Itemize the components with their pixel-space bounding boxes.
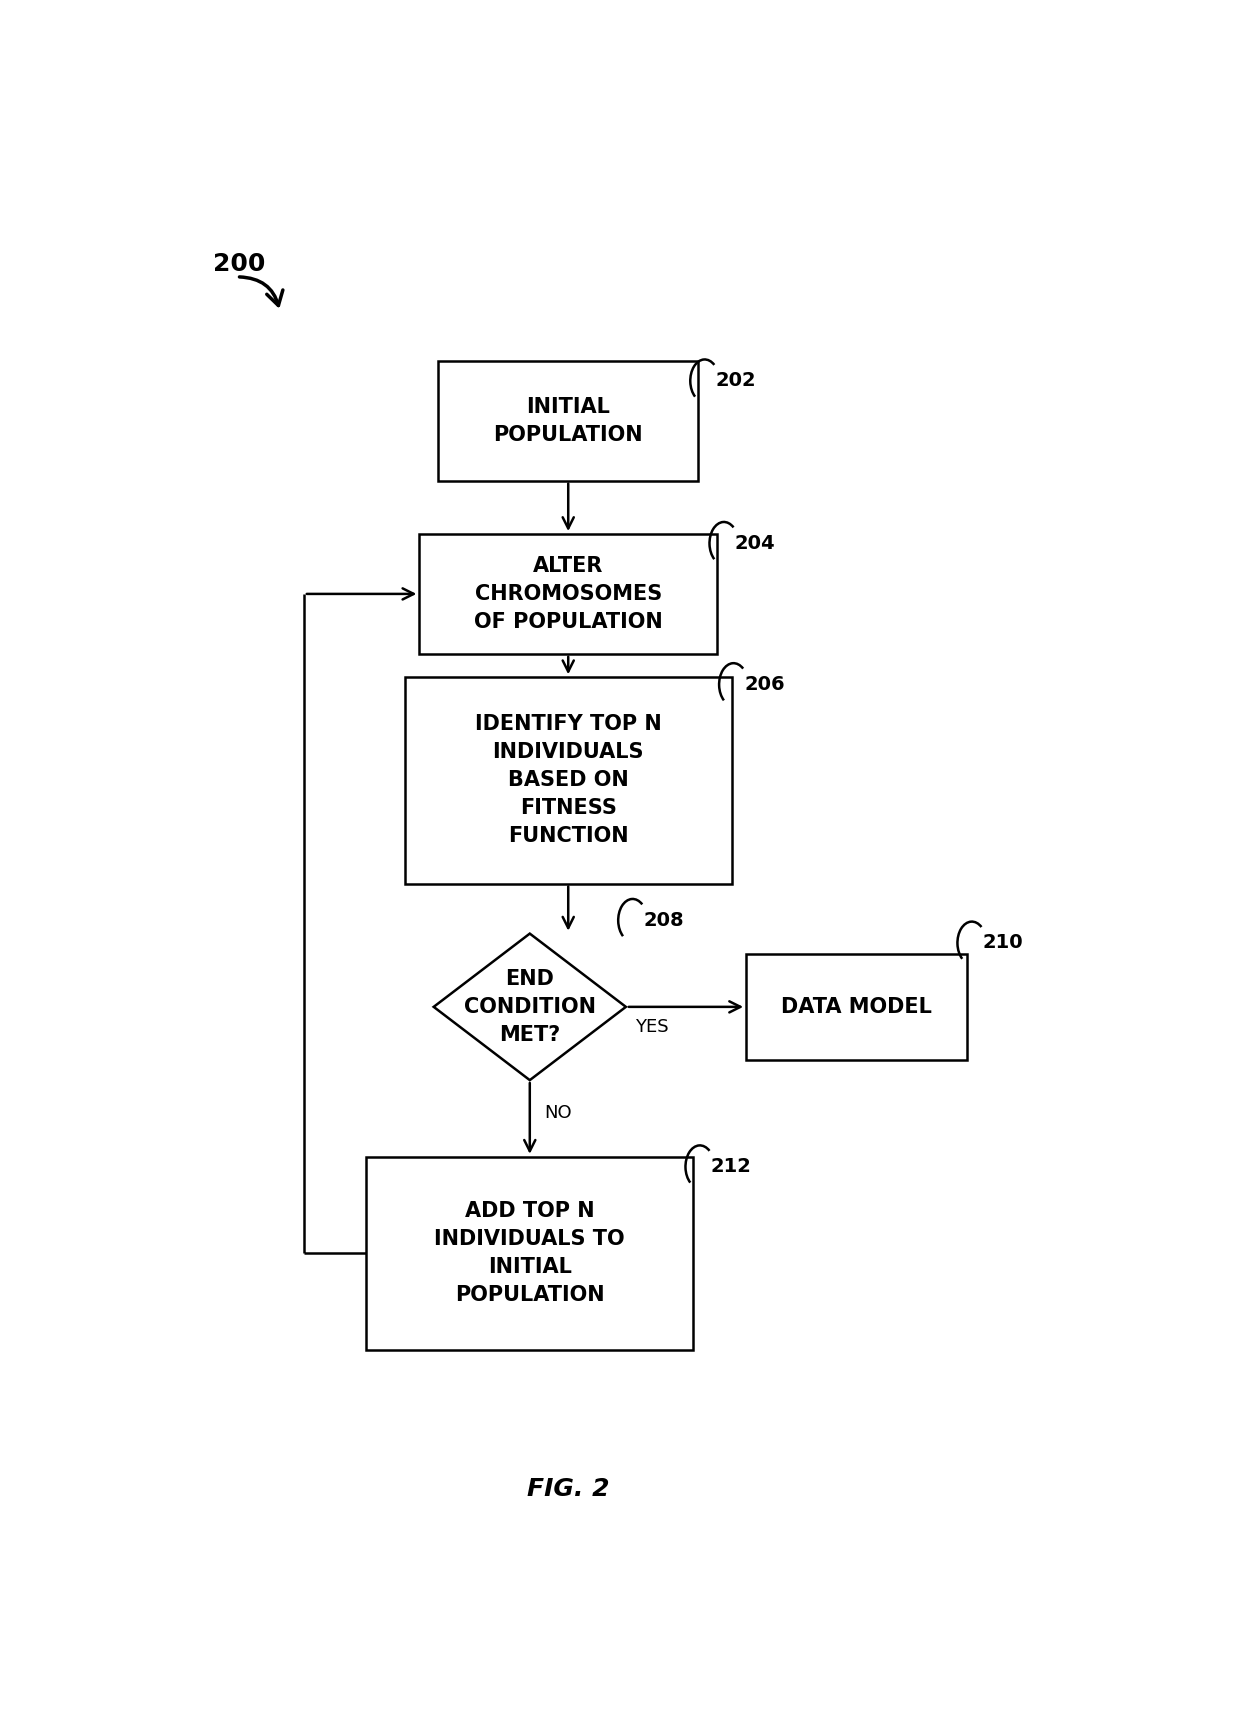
Bar: [404, 676, 732, 884]
Text: 202: 202: [715, 372, 756, 391]
Bar: [419, 535, 717, 654]
Text: FIG. 2: FIG. 2: [527, 1477, 610, 1502]
Text: DATA MODEL: DATA MODEL: [781, 996, 932, 1017]
Text: IDENTIFY TOP N
INDIVIDUALS
BASED ON
FITNESS
FUNCTION: IDENTIFY TOP N INDIVIDUALS BASED ON FITN…: [475, 714, 662, 846]
Text: 200: 200: [213, 251, 265, 275]
Bar: [439, 362, 698, 481]
Text: 208: 208: [644, 910, 683, 929]
Text: ALTER
CHROMOSOMES
OF POPULATION: ALTER CHROMOSOMES OF POPULATION: [474, 555, 662, 631]
Text: 206: 206: [744, 675, 785, 694]
Text: END
CONDITION
MET?: END CONDITION MET?: [464, 969, 595, 1045]
Text: INITIAL
POPULATION: INITIAL POPULATION: [494, 396, 644, 445]
FancyArrowPatch shape: [239, 277, 283, 306]
Text: 210: 210: [982, 934, 1023, 953]
Text: NO: NO: [544, 1104, 572, 1123]
Bar: [367, 1157, 693, 1349]
Text: ADD TOP N
INDIVIDUALS TO
INITIAL
POPULATION: ADD TOP N INDIVIDUALS TO INITIAL POPULAT…: [434, 1201, 625, 1306]
Text: 204: 204: [734, 535, 775, 554]
Text: 212: 212: [711, 1157, 751, 1176]
Text: YES: YES: [635, 1017, 670, 1036]
Polygon shape: [434, 934, 626, 1080]
Bar: [746, 953, 967, 1060]
